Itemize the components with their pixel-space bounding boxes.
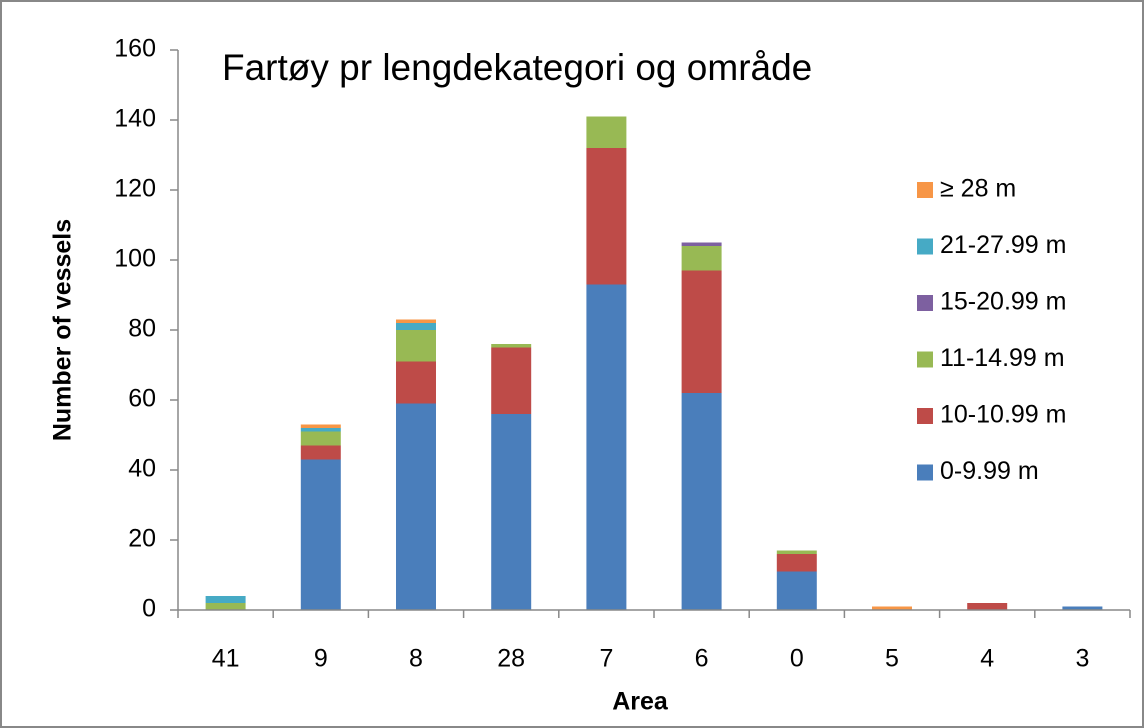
bar-segment [205,603,246,610]
bar-segment [776,571,817,610]
bar-segment [300,431,341,446]
legend-swatch [917,238,933,255]
legend-label: 15-20.99 m [940,288,1066,316]
legend-label: ≥ 28 m [940,175,1016,203]
x-tick-label: 5 [885,645,899,673]
bar-segment [967,603,1008,610]
bar-segment [396,319,436,323]
y-axis-title: Number of vessels [49,219,77,441]
x-tick-label: 41 [212,645,240,673]
x-tick-label: 9 [314,645,328,673]
legend-label: 11-14.99 m [940,344,1065,372]
bar-segment [396,361,436,404]
x-tick-label: 3 [1075,645,1089,673]
x-tick-label: 4 [980,645,994,673]
legend-swatch [917,351,933,368]
y-tick-label: 80 [128,315,156,343]
y-tick-label: 160 [114,35,156,63]
bar-segment [300,445,341,460]
bar-segment [681,270,722,393]
x-tick-label: 7 [599,645,613,673]
y-tick-label: 40 [128,455,156,483]
bar-segment [776,554,817,572]
bar-segment [586,148,627,285]
bar-segment [681,246,722,271]
bar-segment [491,344,532,348]
y-tick-label: 0 [142,595,156,623]
bar-segment [491,414,532,610]
x-tick-label: 0 [790,645,804,673]
bar-segment [396,330,436,362]
bar-segment [205,596,246,603]
bar-segment [300,424,341,428]
x-tick-label: 6 [695,645,709,673]
bar-segment [776,550,817,554]
bar-segment [300,459,341,610]
bar-segment [872,606,912,610]
bar-segment [681,242,722,246]
legend-label: 10-10.99 m [940,401,1066,429]
bar-segment [396,403,436,610]
y-tick-label: 20 [128,525,156,553]
legend-label: 21-27.99 m [940,231,1066,259]
x-tick-label: 28 [497,645,525,673]
bar-segment [491,347,532,414]
y-tick-label: 100 [114,245,156,273]
x-axis-title: Area [612,688,669,716]
legend-swatch [917,464,933,481]
y-tick-label: 60 [128,385,156,413]
legend-swatch [917,408,933,424]
x-tick-label: 8 [409,645,423,673]
bar-segment [1062,606,1103,610]
bar-segment [300,428,341,432]
bar-segment [586,284,627,610]
y-tick-label: 120 [114,175,156,203]
y-tick-label: 140 [114,105,156,133]
bar-segment [586,116,627,148]
bar-segment [681,393,722,610]
legend-swatch [917,182,933,198]
legend-label: 0-9.99 m [940,457,1039,485]
bar-segment [396,323,436,330]
legend-swatch [917,295,933,311]
chart-title: Fartøy pr lengdekategori og område [222,47,812,88]
